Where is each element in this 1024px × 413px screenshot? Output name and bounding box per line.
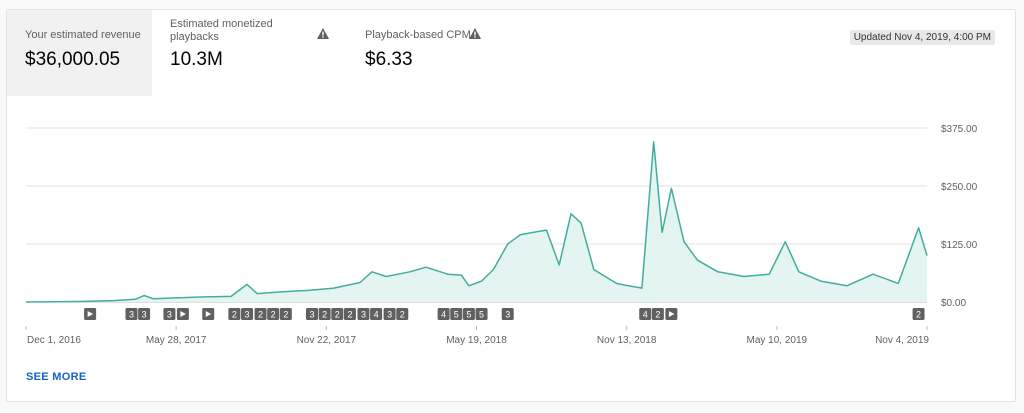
annotation-marker[interactable]: 2 <box>228 308 241 320</box>
annotation-count: 2 <box>335 310 340 320</box>
annotation-count: 2 <box>258 310 263 320</box>
updated-timestamp: Updated Nov 4, 2019, 4:00 PM <box>849 30 995 45</box>
metric-tab-playbacks[interactable]: Estimated monetized playbacks 10.3M <box>152 10 347 96</box>
metric-value: 10.3M <box>170 49 223 70</box>
x-tick-label: Nov 4, 2019 <box>875 335 929 346</box>
annotation-marker[interactable]: 2 <box>396 308 409 320</box>
x-tick-label: May 19, 2018 <box>446 335 507 346</box>
annotation-marker[interactable]: 4 <box>639 308 652 320</box>
video-marker[interactable] <box>665 308 678 320</box>
annotation-count: 3 <box>309 310 314 320</box>
annotation-marker[interactable]: 5 <box>475 308 488 320</box>
play-icon <box>668 311 675 317</box>
annotation-marker[interactable]: 5 <box>462 308 475 320</box>
video-marker[interactable] <box>84 308 97 320</box>
annotation-count: 4 <box>374 310 379 320</box>
see-more-link[interactable]: SEE MORE <box>26 371 87 383</box>
annotation-marker[interactable]: 2 <box>343 308 356 320</box>
y-tick-label: $0.00 <box>941 298 966 309</box>
annotation-count: 2 <box>347 310 352 320</box>
annotation-count: 3 <box>142 310 147 320</box>
annotation-marker[interactable]: 2 <box>279 308 292 320</box>
annotation-marker[interactable]: 2 <box>254 308 267 320</box>
annotation-count: 2 <box>322 310 327 320</box>
warning-icon[interactable] <box>317 28 329 39</box>
annotation-marker[interactable]: 3 <box>305 308 318 320</box>
series-line <box>25 141 928 303</box>
annotation-count: 4 <box>643 310 648 320</box>
annotation-marker[interactable]: 5 <box>450 308 463 320</box>
annotation-marker[interactable]: 2 <box>318 308 331 320</box>
metric-label: Playback-based CPM <box>365 29 471 41</box>
x-tick-label: Nov 22, 2017 <box>297 335 357 346</box>
annotation-count: 2 <box>400 310 405 320</box>
metric-value: $6.33 <box>365 49 413 70</box>
revenue-chart[interactable]: $375.00$250.00$125.00$0.003 3 3 2 3 2 2 2 3 2 2 2 3 4… <box>7 10 1016 402</box>
y-tick-label: $375.00 <box>941 124 978 135</box>
annotation-count: 2 <box>655 310 660 320</box>
annotation-count: 2 <box>916 310 921 320</box>
annotation-marker[interactable]: 3 <box>163 308 176 320</box>
annotation-count: 2 <box>283 310 288 320</box>
annotation-count: 3 <box>387 310 392 320</box>
annotation-marker[interactable]: 3 <box>383 308 396 320</box>
metric-label: Your estimated revenue <box>25 29 141 41</box>
metric-label: Estimated monetized playbacks <box>170 18 273 43</box>
annotation-marker[interactable]: 3 <box>125 308 138 320</box>
annotation-marker[interactable]: 2 <box>912 308 925 320</box>
metric-tab-cpm[interactable]: Playback-based CPM $6.33 <box>347 10 547 96</box>
annotation-marker[interactable]: 2 <box>651 308 664 320</box>
play-icon <box>87 311 94 317</box>
annotation-marker[interactable]: 4 <box>437 308 450 320</box>
annotation-count: 2 <box>271 310 276 320</box>
play-icon <box>205 311 212 317</box>
annotation-count: 3 <box>167 310 172 320</box>
x-tick-label: Dec 1, 2016 <box>27 335 81 346</box>
annotation-count: 5 <box>479 310 484 320</box>
annotation-marker[interactable]: 4 <box>370 308 383 320</box>
annotation-marker[interactable]: 3 <box>241 308 254 320</box>
annotation-count: 5 <box>454 310 459 320</box>
x-tick-label: May 28, 2017 <box>146 335 207 346</box>
annotation-marker[interactable]: 3 <box>501 308 514 320</box>
annotation-count: 5 <box>466 310 471 320</box>
annotation-count: 3 <box>245 310 250 320</box>
warning-icon[interactable] <box>469 28 481 39</box>
video-marker[interactable] <box>202 308 215 320</box>
annotation-count: 2 <box>232 310 237 320</box>
annotation-count: 4 <box>441 310 446 320</box>
annotation-count: 3 <box>361 310 366 320</box>
annotation-marker[interactable]: 2 <box>331 308 344 320</box>
metric-tabs: Your estimated revenue $36,000.05 Estima… <box>7 10 1015 96</box>
y-tick-label: $125.00 <box>941 240 978 251</box>
metric-tab-revenue[interactable]: Your estimated revenue $36,000.05 <box>7 10 152 96</box>
annotation-marker[interactable]: 3 <box>357 308 370 320</box>
series-area <box>26 141 927 302</box>
annotation-marker[interactable]: 3 <box>138 308 151 320</box>
x-tick-label: Nov 13, 2018 <box>597 335 657 346</box>
x-tick-label: May 10, 2019 <box>747 335 808 346</box>
revenue-card: Your estimated revenue $36,000.05 Estima… <box>6 9 1016 402</box>
annotation-marker[interactable]: 2 <box>267 308 280 320</box>
play-icon <box>180 311 186 317</box>
metric-value: $36,000.05 <box>25 49 121 70</box>
y-tick-label: $250.00 <box>941 182 978 193</box>
annotation-count: 3 <box>505 310 510 320</box>
annotation-count: 3 <box>129 310 134 320</box>
video-marker[interactable] <box>176 308 189 320</box>
